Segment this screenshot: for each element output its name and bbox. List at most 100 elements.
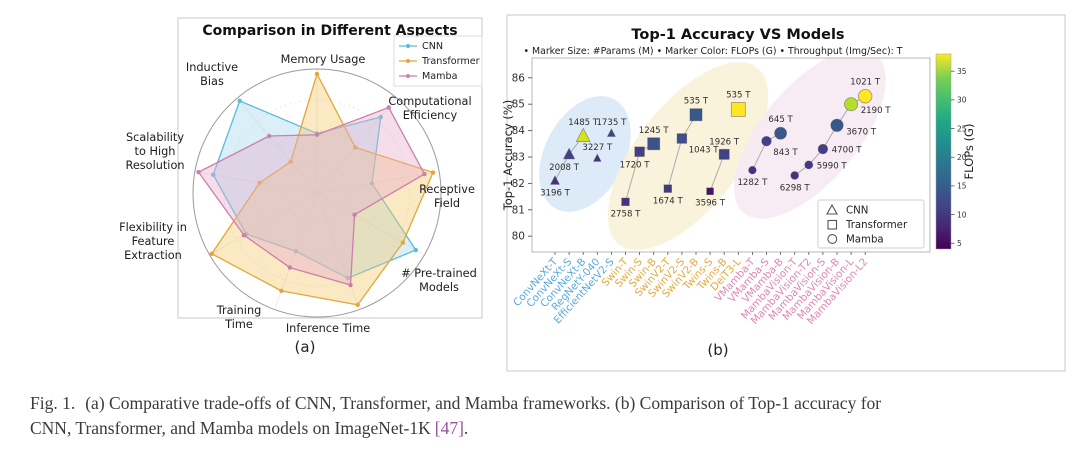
radar-vertex-cnn: [345, 275, 351, 281]
chain-line: [709, 154, 725, 192]
legend-square-marker: [827, 219, 838, 230]
plot-frame: [531, 57, 931, 253]
radar-axis-label: Time: [224, 318, 253, 331]
radar-vertex-transformer: [314, 71, 320, 77]
chain-line: [667, 138, 683, 189]
throughput-label: 1735 T: [596, 118, 627, 128]
radar-vertex-mamba: [352, 212, 357, 217]
marker-vmamba-s: [761, 135, 772, 147]
marker-swin-t: [621, 197, 630, 207]
y-axis-label: Top-1 Accuracy (%): [501, 100, 515, 212]
radar-vertex-cnn: [413, 247, 418, 253]
radar-axis-label: Feature: [132, 235, 175, 248]
marker-swin-b: [647, 137, 661, 151]
marker-convnext-t: [549, 175, 561, 185]
marker-swinv2-b: [689, 108, 703, 122]
radar-axis-label: # Pre-trained: [401, 267, 477, 280]
colorbar-tick-label: 5: [957, 239, 962, 248]
radar-vertex-cnn: [237, 98, 242, 104]
marker-swinv2-s: [676, 133, 688, 144]
marker-mambavision-t: [790, 171, 800, 180]
radar-grid-spoke: [236, 97, 318, 194]
figure-caption: Fig. 1. (a) Comparative trade-offs of CNN…: [30, 391, 1062, 441]
flops-colorbar: [935, 53, 952, 250]
radar-vertex-transformer: [355, 302, 360, 308]
radar-legend-label: Mamba: [422, 71, 457, 82]
radar-vertex-transformer: [257, 180, 262, 186]
radar-vertex-mamba: [241, 232, 247, 238]
throughput-label: 3227 T: [582, 143, 613, 153]
radar-grid-spoke: [209, 192, 318, 256]
throughput-label: 3670 T: [846, 127, 877, 137]
radar-vertex-transformer: [400, 240, 406, 245]
scatter-legend-label: Mamba: [846, 235, 884, 246]
throughput-label: 5990 T: [817, 161, 848, 171]
y-tick-label: 86: [512, 72, 526, 84]
scatter-legend-box: [817, 199, 925, 249]
y-tick-label: 80: [512, 231, 525, 243]
radar-series-cnn: [212, 100, 417, 279]
citation-ref-47[interactable]: [47]: [434, 418, 464, 438]
y-tick-label: 84: [512, 125, 526, 137]
radar-legend-label: CNN: [422, 41, 443, 52]
radar-chart-svg: Comparison in Different Aspects Memory Us…: [119, 17, 483, 356]
throughput-label: 3596 T: [695, 199, 726, 209]
radar-series-transformer: [211, 73, 434, 306]
group-ellipse-transformer: [607, 62, 769, 250]
radar-axis-label: to High: [135, 145, 176, 158]
radar-axis-label: Models: [419, 281, 459, 294]
radar-vertex-mamba: [266, 133, 272, 139]
marker-mambavision-s: [817, 143, 829, 155]
group-ellipse-mamba: [734, 58, 886, 219]
radar-axis-label: Resolution: [125, 159, 184, 172]
radar-vertex-mamba: [196, 169, 201, 175]
throughput-label: 4700 T: [832, 146, 863, 156]
throughput-label: 2190 T: [861, 106, 892, 116]
colorbar-tick-label: 35: [957, 67, 967, 76]
radar-axis-label: Efficiency: [403, 109, 458, 122]
radar-axis-label: Receptive: [419, 183, 475, 196]
radar-axis-label: Extraction: [124, 249, 182, 262]
colorbar-tick-label: 30: [957, 96, 967, 105]
panel-a-sublabel: (a): [295, 338, 316, 356]
y-tick-label: 82: [512, 178, 525, 190]
radar-vertex-cnn: [369, 181, 375, 186]
radar-vertex-cnn: [211, 172, 216, 177]
marker-swin-s: [634, 146, 645, 157]
radar-vertex-transformer: [353, 145, 358, 150]
colorbar-tick-label: 10: [957, 210, 967, 219]
throughput-label: 1245 T: [639, 126, 670, 136]
colorbar-label: FLOPs (G): [962, 124, 976, 180]
marker-mambavision-l: [844, 97, 859, 112]
radar-vertex-mamba: [287, 265, 293, 270]
throughput-label: 1485 T: [568, 118, 599, 128]
legend-dot-marker: [406, 74, 410, 78]
throughput-label: 1926 T: [709, 137, 740, 147]
radar-axis-label: Memory Usage: [281, 53, 366, 66]
radar-vertex-transformer: [430, 170, 436, 175]
scatter-chart-svg: Top-1 Accuracy VS Models • Marker Size: #…: [501, 14, 1066, 372]
radar-title: Comparison in Different Aspects: [202, 23, 457, 39]
radar-outer-ring: [192, 68, 442, 318]
colorbar-tick-label: 20: [957, 153, 967, 162]
throughput-label: 1720 T: [620, 161, 651, 171]
radar-axis-label: Inductive: [186, 61, 238, 74]
radar-vertex-transformer: [279, 288, 284, 294]
marker-convnext-b: [575, 127, 591, 142]
marker-mambavision-b: [830, 118, 844, 132]
marker-vmamba-b: [774, 126, 788, 140]
throughput-label: 843 T: [773, 148, 798, 158]
radar-vertex-transformer: [209, 251, 214, 256]
chain-line: [625, 151, 641, 202]
radar-axis-label: Flexibility in: [119, 221, 187, 234]
scatter-legend-label: Transformer: [845, 220, 908, 231]
colorbar-tick-label: 25: [957, 124, 967, 133]
panel-a-radar-chart: Comparison in Different Aspects Memory Us…: [100, 5, 495, 375]
radar-vertex-transformer: [288, 159, 293, 164]
legend-triangle-marker: [826, 203, 838, 215]
radar-vertex-cnn: [378, 114, 383, 120]
legend-dot-marker: [406, 44, 410, 48]
marker-mambavision-t2: [804, 160, 814, 170]
panel-b-sublabel: (b): [707, 341, 728, 359]
